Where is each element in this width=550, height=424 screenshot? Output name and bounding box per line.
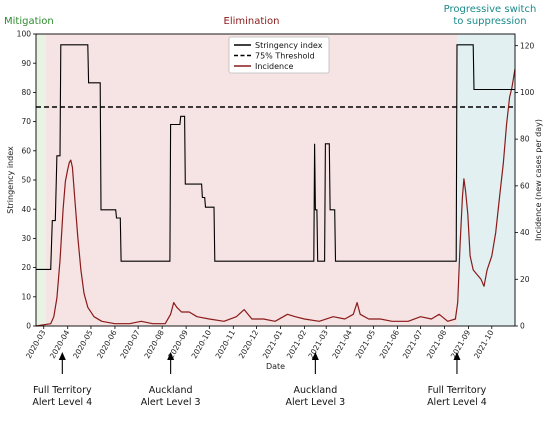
x-tick-label: 2021-04 [330,328,354,360]
event-arrow-head [311,352,319,360]
band-mitigation [36,34,47,326]
x-tick-label: 2020-04 [48,328,72,360]
legend-label: Incidence [255,62,294,71]
legend-label: 75% Threshold [255,51,315,60]
event-arrow-head [58,352,66,360]
y-right-tick-label: 60 [520,181,530,190]
y-left-tick-label: 50 [21,176,31,185]
phase-label-elimination: Elimination [224,16,280,27]
x-axis-label: Date [266,362,285,371]
y-left-tick-label: 20 [21,263,31,272]
incidence-line [35,68,516,327]
band-progressive-switch [456,34,515,326]
x-tick-label: 2020-03 [24,328,48,360]
event-label-0-line-0: Full Territory [33,385,92,396]
x-tick-label: 2020-10 [190,328,214,360]
y-right-tick-label: 80 [520,135,530,144]
y-right-tick-label: 100 [520,88,535,97]
y-left-tick-label: 90 [21,59,31,68]
y-right-tick-label: 120 [520,41,535,50]
x-tick-label: 2021-08 [425,328,449,360]
y-left-tick-label: 60 [21,146,31,155]
event-label-2-line-0: Auckland [293,385,337,396]
y-left-tick-label: 100 [17,30,32,39]
phase-label-progressive-line-1: to suppression [453,16,526,27]
y-left-axis-label: Stringency index [6,146,15,214]
x-tick-label: 2020-06 [95,328,119,360]
y-right-tick-label: 20 [520,275,530,284]
x-tick-label: 2020-11 [214,328,238,360]
y-left-tick-label: 80 [21,88,31,97]
x-tick-label: 2021-09 [449,328,473,360]
legend-label: Stringency index [255,41,323,50]
event-label-2-line-1: Alert Level 3 [285,397,345,408]
y-left-tick-label: 10 [21,292,31,301]
x-tick-label: 2020-05 [71,328,95,360]
event-arrow-head [167,352,175,360]
x-tick-label: 2020-12 [237,328,261,360]
y-left-tick-label: 30 [21,234,31,243]
x-tick-label: 2021-10 [472,328,496,360]
event-label-3-line-0: Full Territory [428,385,487,396]
phase-label-mitigation: Mitigation [4,16,54,27]
phase-label-progressive-line-0: Progressive switch [444,4,537,15]
event-label-1-line-1: Alert Level 3 [141,397,201,408]
x-tick-label: 2021-06 [378,328,402,360]
x-tick-label: 2021-05 [354,328,378,360]
event-arrow-head [453,352,461,360]
legend-box [228,36,330,74]
x-tick-label: 2020-08 [142,328,166,360]
event-label-1-line-0: Auckland [149,385,193,396]
band-elimination [46,34,457,326]
y-left-tick-label: 40 [21,205,31,214]
event-label-3-line-1: Alert Level 4 [427,397,487,408]
y-right-tick-label: 0 [520,322,525,331]
y-right-axis-label: Incidence (new cases per day) [534,119,543,241]
x-tick-label: 2021-01 [261,328,285,360]
stringency-line [36,44,515,270]
x-tick-label: 2021-02 [285,328,309,360]
y-left-tick-label: 0 [26,322,31,331]
x-tick-label: 2021-07 [401,328,425,360]
x-tick-label: 2021-03 [306,328,330,360]
x-tick-label: 2020-07 [118,328,142,360]
event-label-0-line-1: Alert Level 4 [32,397,92,408]
y-right-tick-label: 40 [520,228,530,237]
y-left-tick-label: 70 [21,117,31,126]
